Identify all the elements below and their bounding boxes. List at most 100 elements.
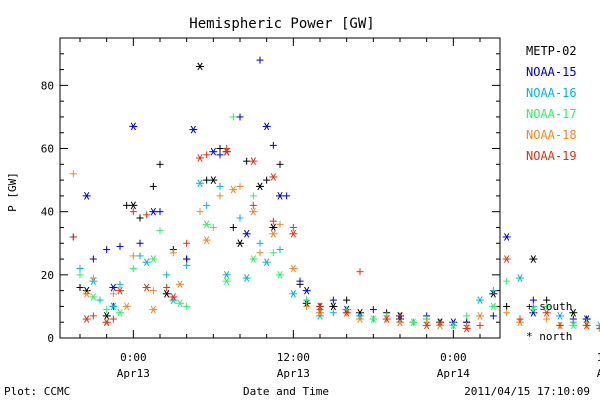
north-marker (149, 255, 158, 263)
north-marker (476, 296, 484, 304)
north-marker (129, 122, 138, 131)
south-marker (283, 192, 291, 200)
south-marker (109, 315, 117, 323)
south-marker (183, 255, 191, 263)
south-marker (329, 309, 337, 317)
south-marker (209, 223, 217, 231)
south-marker (76, 271, 84, 279)
north-marker (316, 312, 324, 320)
south-marker (149, 182, 157, 190)
south-marker (216, 145, 224, 153)
south-marker (203, 201, 211, 209)
south-marker (183, 302, 191, 310)
south-marker (529, 296, 537, 304)
north-marker (356, 315, 364, 323)
legend-entry: NOAA-17 (526, 107, 577, 121)
north-marker (176, 280, 184, 289)
x-tick-date-label: Apr13 (117, 367, 150, 380)
south-marker (516, 315, 524, 323)
north-marker (476, 312, 484, 320)
south-marker (216, 182, 224, 190)
north-marker (202, 220, 211, 229)
marker-legend: + south * north (526, 300, 572, 343)
north-marker (409, 318, 418, 327)
north-marker (222, 277, 231, 286)
south-marker (436, 318, 444, 326)
north-marker (596, 321, 600, 330)
south-marker (149, 287, 157, 295)
north-marker (249, 207, 258, 216)
south-marker (129, 208, 137, 216)
south-marker (249, 201, 257, 209)
north-marker (569, 321, 578, 330)
north-marker (236, 239, 244, 248)
south-marker (169, 249, 177, 257)
south-marker (69, 233, 77, 241)
south-marker (489, 287, 497, 295)
south-marker (129, 265, 137, 273)
south-marker (256, 249, 264, 257)
south-marker (129, 252, 137, 260)
marker-legend-entry: * north (526, 330, 572, 343)
south-marker (543, 296, 551, 304)
north-marker (142, 283, 151, 292)
south-marker (136, 214, 144, 222)
x-tick-date-label: Apr14 (597, 367, 600, 380)
x-axis-label: Date and Time (243, 385, 329, 398)
south-marker (256, 56, 264, 64)
south-marker (236, 113, 244, 121)
y-tick-label: 0 (47, 332, 54, 345)
south-marker (269, 249, 277, 257)
south-marker (249, 192, 257, 200)
north-marker (169, 296, 178, 304)
south-marker (596, 325, 600, 333)
north-marker (149, 305, 158, 314)
north-marker (542, 308, 551, 317)
south-marker (89, 274, 97, 282)
south-marker (103, 306, 111, 314)
north-marker (209, 176, 218, 184)
north-marker (196, 179, 204, 188)
chart-title: Hemispheric Power [GW] (189, 16, 374, 32)
north-marker (529, 308, 538, 317)
north-marker (129, 201, 138, 210)
y-tick-label: 20 (41, 269, 54, 282)
plot-frame (59, 37, 501, 339)
south-marker (276, 160, 284, 168)
south-marker (236, 214, 244, 222)
south-marker (89, 255, 97, 263)
north-marker (249, 255, 258, 263)
south-marker (136, 252, 144, 260)
north-marker (462, 324, 471, 333)
north-marker (302, 286, 311, 295)
x-tick-time-label: 0:00 (120, 351, 147, 364)
north-marker (229, 185, 238, 194)
y-axis: 0 20 40 60 80 (41, 53, 500, 345)
south-marker (103, 246, 111, 254)
north-marker (529, 255, 538, 263)
legend-entry: METP-02 (526, 44, 577, 58)
north-marker (396, 318, 404, 327)
north-marker (116, 308, 124, 317)
south-marker (503, 302, 511, 310)
x-tick-date-label: Apr14 (437, 367, 470, 380)
y-tick-label: 60 (41, 143, 54, 156)
south-marker (156, 227, 164, 235)
north-marker (249, 157, 258, 166)
north-marker (289, 229, 298, 238)
south-marker (143, 211, 151, 219)
south-marker (303, 296, 311, 304)
south-marker (96, 296, 104, 304)
south-marker (196, 208, 204, 216)
south-marker (503, 309, 511, 317)
south-marker (116, 280, 124, 288)
north-marker (242, 274, 251, 282)
south-marker (109, 290, 117, 298)
marker-legend-entry: + south (526, 300, 572, 313)
plot-area (59, 37, 501, 339)
north-marker (116, 286, 124, 295)
north-marker (289, 289, 298, 298)
south-marker (203, 151, 211, 159)
north-marker (489, 302, 498, 311)
